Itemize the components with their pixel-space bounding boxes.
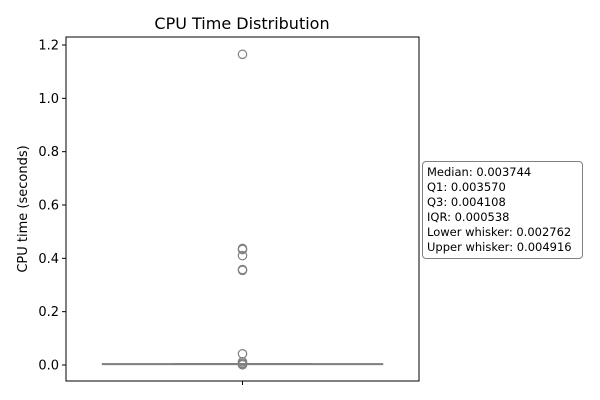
outlier-point — [237, 359, 248, 370]
outlier-point — [237, 250, 248, 261]
y-axis: 0.0 0.2 0.4 0.6 0.8 1.0 1.2 — [38, 39, 243, 385]
outlier-point — [237, 348, 248, 359]
y-tick-label: 0.0 — [38, 359, 59, 374]
outlier-point — [237, 49, 248, 60]
plot-frame — [65, 36, 420, 382]
q1-stat: Q1: 0.003570 — [427, 179, 506, 194]
q3-stat: Q3: 0.004108 — [427, 194, 506, 209]
summary-stats-box: Median: 0.003744 Q1: 0.003570 Q3: 0.0041… — [422, 161, 583, 260]
y-tick-label: 0.2 — [38, 305, 59, 320]
lower-whisker-stat: Lower whisker: 0.002762 — [427, 224, 572, 239]
y-axis-label: CPU time (seconds) — [16, 145, 31, 272]
chart-title: CPU Time Distribution — [154, 14, 329, 33]
y-tick-label: 0.8 — [38, 145, 59, 160]
iqr-stat: IQR: 0.000538 — [427, 209, 510, 224]
y-tick-label: 1.0 — [38, 92, 59, 107]
y-tick-label: 0.4 — [38, 252, 59, 267]
y-tick-label: 1.2 — [38, 39, 59, 54]
y-tick-label: 0.6 — [38, 199, 59, 214]
outlier-point — [237, 244, 248, 255]
plot-area — [65, 36, 420, 382]
upper-whisker-stat: Upper whisker: 0.004916 — [427, 239, 572, 254]
outlier-point — [237, 265, 248, 276]
median-stat: Median: 0.003744 — [427, 165, 532, 179]
